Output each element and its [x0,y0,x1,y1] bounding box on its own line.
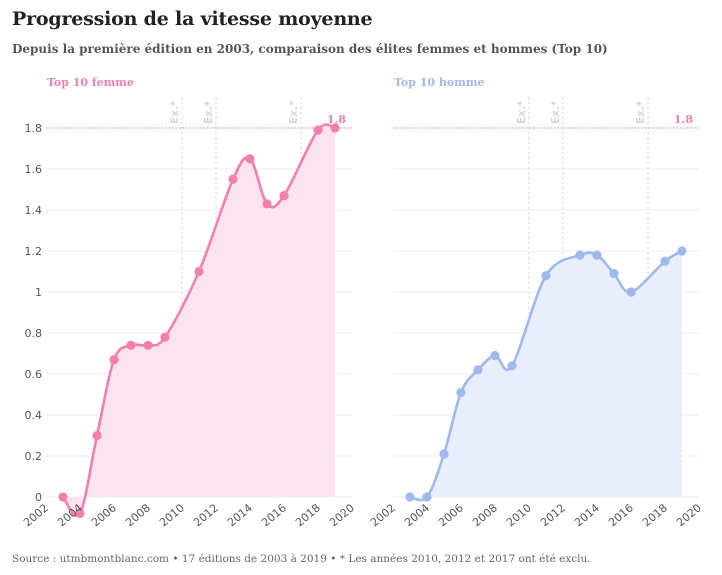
excluded-year-label: Ex.* [288,100,300,124]
y-tick-label: 0.4 [25,409,43,422]
x-tick-label: 2002 [21,501,51,529]
y-tick-label: 0.6 [25,368,43,381]
data-point [160,332,170,342]
data-point [456,387,466,398]
chart-subtitle: Depuis la première édition en 2003, comp… [12,42,608,56]
y-tick-label: 1.6 [25,163,43,176]
x-tick-label: 2008 [123,501,153,529]
panel-title-femme: Top 10 femme [47,76,134,89]
panel-femme: Ex.* Ex.* Ex.* 1.8 Top 10 femme 0 0.2 0.4 0.6 0.8… [21,76,357,529]
x-tick-label: 2010 [157,501,187,529]
reference-label: 1.8 [327,113,346,126]
x-tick-label: 2004 [402,501,432,529]
data-point [575,250,585,260]
data-point [677,246,687,256]
data-point [660,256,670,266]
chart-title: Progression de la vitesse moyenne [12,8,373,30]
panel-title-homme: Top 10 homme [394,76,485,89]
x-tick-label: 2020 [327,501,357,529]
series-area-homme [410,251,682,501]
x-tick-label: 2008 [470,501,500,529]
x-tick-label: 2006 [89,501,119,529]
y-tick-label: 0 [35,491,42,504]
excluded-year-label: Ex.* [203,100,215,124]
x-tick-label: 2016 [606,501,636,529]
data-point [473,365,483,375]
data-point [541,271,551,281]
data-point [109,355,119,365]
data-point [313,125,323,135]
x-tick-label: 2018 [640,501,670,529]
data-point [228,174,238,184]
data-point [507,361,517,371]
data-point [626,287,636,297]
reference-label: 1.8 [674,113,693,126]
data-point [75,508,85,518]
source-note: Source : utmbmontblanc.com • 17 éditions… [12,553,591,565]
x-tick-label: 2006 [436,501,466,529]
y-tick-label: 0.8 [25,327,43,340]
x-tick-label: 2018 [293,501,323,529]
excluded-year-label: Ex.* [550,100,562,124]
data-point [245,154,255,164]
data-point [143,340,153,350]
x-tick-label: 2010 [504,501,534,529]
y-tick-label: 1.2 [25,245,43,258]
y-tick-label: 0.2 [25,450,43,463]
data-point [422,492,432,502]
excluded-year-label: Ex.* [516,100,528,124]
y-tick-label: 1.4 [25,204,43,217]
x-tick-label: 2012 [191,501,221,529]
x-tick-label: 2002 [368,501,398,529]
data-point [58,492,68,502]
data-point [405,492,415,502]
excluded-year-label: Ex.* [169,100,181,124]
data-point [439,449,449,459]
y-tick-label: 1 [35,286,42,299]
data-point [262,199,272,209]
data-point [490,350,500,361]
x-tick-label: 2012 [538,501,568,529]
data-point [592,250,602,260]
data-point [279,191,289,201]
x-tick-label: 2014 [225,501,255,529]
excluded-year-label: Ex.* [635,100,647,124]
x-tick-label: 2020 [674,501,704,529]
data-point [126,340,136,350]
data-point [92,430,102,441]
series-area-femme [63,124,335,516]
data-point [609,268,619,279]
x-tick-label: 2016 [259,501,289,529]
y-tick-label: 1.8 [25,122,43,135]
data-point [330,123,340,133]
data-point [194,266,204,277]
x-tick-label: 2014 [572,501,602,529]
